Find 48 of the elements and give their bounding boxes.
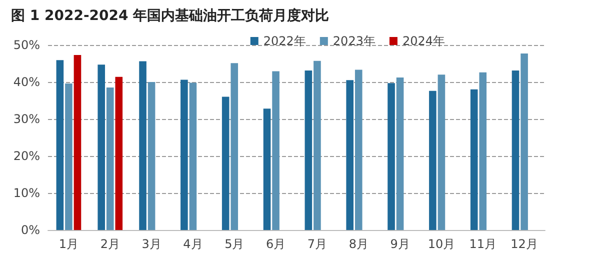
bar bbox=[388, 83, 395, 230]
bar bbox=[520, 54, 528, 230]
x-tick-label: 5月 bbox=[224, 237, 244, 251]
x-tick-label: 1月 bbox=[58, 237, 79, 251]
bar bbox=[56, 60, 64, 230]
bar bbox=[189, 82, 197, 230]
x-tick-label: 8月 bbox=[348, 237, 368, 251]
bar bbox=[98, 64, 106, 230]
bar bbox=[429, 90, 436, 230]
y-tick-label: 30% bbox=[13, 112, 40, 126]
bar bbox=[263, 108, 271, 230]
bar bbox=[304, 70, 312, 230]
x-tick-label: 2月 bbox=[100, 237, 120, 251]
legend-label: 2024年 bbox=[402, 34, 446, 48]
y-tick-label: 10% bbox=[13, 186, 40, 200]
bar bbox=[139, 61, 146, 230]
bar bbox=[115, 76, 123, 230]
x-tick-label: 9月 bbox=[390, 237, 410, 251]
y-tick-label: 20% bbox=[13, 149, 40, 163]
bar bbox=[222, 96, 230, 230]
bar bbox=[354, 70, 362, 230]
bar bbox=[230, 63, 238, 230]
x-tick-label: 7月 bbox=[307, 237, 328, 251]
x-tick-label: 4月 bbox=[183, 237, 203, 251]
bar bbox=[470, 89, 478, 230]
bar bbox=[74, 54, 82, 230]
bar bbox=[148, 82, 156, 230]
x-tick-label: 6月 bbox=[266, 237, 286, 251]
bar bbox=[346, 80, 354, 230]
bar bbox=[438, 74, 446, 230]
chart-title: 图 1 2022-2024 年国内基础油开工负荷月度对比 bbox=[11, 7, 330, 24]
y-tick-label: 0% bbox=[20, 223, 40, 237]
bar bbox=[512, 70, 520, 230]
bar bbox=[65, 83, 72, 230]
bar bbox=[314, 60, 321, 230]
x-tick-label: 3月 bbox=[142, 237, 162, 251]
bar bbox=[180, 80, 188, 230]
x-tick-label: 10月 bbox=[428, 237, 456, 251]
y-tick-label: 40% bbox=[13, 75, 40, 89]
legend-label: 2022年 bbox=[263, 34, 306, 48]
y-tick-label: 50% bbox=[13, 38, 40, 52]
bar bbox=[479, 72, 487, 230]
x-tick-label: 11月 bbox=[469, 237, 497, 251]
legend-label: 2023年 bbox=[332, 34, 376, 48]
bar bbox=[396, 78, 404, 230]
x-tick-label: 12月 bbox=[510, 237, 538, 251]
bar bbox=[106, 88, 114, 230]
bar bbox=[272, 71, 280, 230]
